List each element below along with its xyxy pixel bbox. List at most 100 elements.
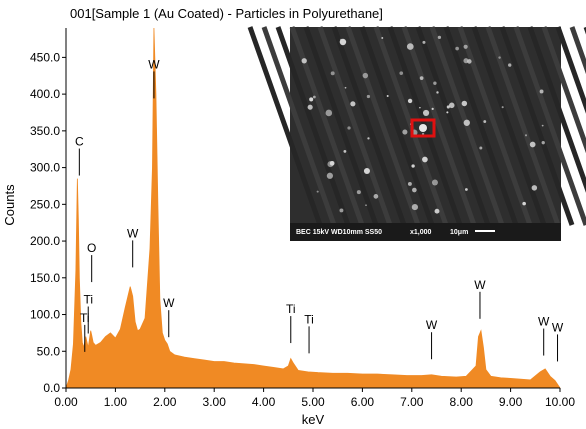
sem-particle: [399, 71, 404, 75]
sem-texture-streak: [359, 26, 435, 226]
sem-particle: [463, 119, 470, 126]
sem-particle: [325, 109, 333, 117]
sem-particle: [461, 100, 468, 107]
sem-texture-streak: [401, 26, 477, 226]
sem-particle: [309, 97, 314, 102]
sem-particle: [464, 188, 468, 191]
y-tick-label: 450.0: [30, 50, 60, 64]
sem-particle: [419, 106, 421, 109]
sem-texture-streak: [569, 26, 586, 75]
sem-texture-streak: [247, 26, 323, 226]
sem-particle: [539, 89, 544, 94]
sem-particle: [524, 134, 528, 137]
sem-texture-streak: [429, 26, 505, 226]
tick-labels: 0.00 1.00 2.00 3.00 4.00 5.00 6.00 7.00 8.00 9.00…: [30, 50, 575, 409]
y-tick-label: 0.0: [43, 381, 60, 395]
sem-texture-streak: [331, 26, 407, 226]
sem-particle: [301, 58, 307, 64]
sem-particle: [363, 167, 370, 175]
sem-particle: [366, 94, 371, 99]
spectrum-area: [65, 27, 561, 389]
sem-particle: [436, 91, 439, 94]
peak-label: W: [148, 57, 160, 71]
sem-particle: [434, 208, 440, 214]
sem-particle: [307, 104, 313, 110]
sem-particle: [326, 172, 334, 179]
sem-particle: [455, 46, 459, 51]
sem-particle: [437, 35, 442, 39]
y-tick-label: 300.0: [30, 161, 60, 175]
sem-caption-magnification: x1,000: [410, 229, 432, 236]
sem-texture-streak: [485, 26, 561, 226]
sem-particle: [411, 203, 419, 211]
sem-particle: [483, 120, 487, 123]
sem-texture-streak: [499, 26, 575, 226]
sem-texture-streak: [555, 26, 586, 114]
sem-texture-streak: [261, 26, 337, 226]
sem-particle: [431, 179, 438, 186]
sem-caption-conditions: BEC 15kV WD10mm SS50: [296, 229, 382, 236]
y-tick-label: 400.0: [30, 87, 60, 101]
sem-texture-streak: [303, 26, 379, 226]
sem-particle: [312, 95, 316, 99]
peak-label: W: [552, 320, 564, 334]
sem-selected-particle: [419, 124, 427, 132]
chart-title: 001[Sample 1 (Au Coated) - Particles in …: [70, 6, 383, 21]
x-tick-label: 3.00: [203, 395, 227, 409]
sem-particle: [386, 95, 389, 98]
sem-particle: [448, 102, 455, 109]
x-tick-label: 7.00: [400, 395, 424, 409]
sem-particle: [350, 101, 356, 107]
sem-particle: [541, 140, 545, 145]
sem-particle: [412, 187, 417, 193]
sem-particle: [508, 63, 512, 67]
sem-particle: [343, 149, 347, 153]
sem-particle: [433, 81, 437, 85]
sem-particle: [411, 164, 415, 168]
sem-particle: [330, 71, 335, 76]
x-tick-label: 8.00: [450, 395, 474, 409]
sem-inset-image: BEC 15kV WD10mm SS50 x1,000 10μm: [247, 26, 586, 241]
peak-label: W: [538, 315, 550, 329]
sem-particle: [365, 204, 367, 206]
sem-particle: [367, 137, 370, 140]
x-tick-label: 9.00: [499, 395, 523, 409]
sem-texture-streak: [415, 26, 491, 226]
x-tick-label: 1.00: [104, 395, 128, 409]
sem-particle: [501, 106, 504, 109]
peak-label: O: [87, 241, 96, 255]
y-tick-label: 250.0: [30, 197, 60, 211]
peak-label: Ti: [304, 312, 314, 326]
sem-particle: [402, 129, 408, 135]
peak-label: W: [127, 226, 139, 240]
sem-particle: [339, 208, 344, 213]
peak-label: W: [426, 318, 438, 332]
sem-particle: [446, 111, 449, 114]
sem-particle: [479, 146, 483, 150]
sem-particle: [329, 160, 335, 166]
sem-particle: [529, 141, 536, 148]
x-tick-label: 0.00: [54, 395, 78, 409]
sem-particle: [531, 185, 538, 191]
sem-particle: [316, 190, 319, 193]
sem-particle: [431, 107, 434, 110]
sem-particle: [339, 38, 343, 41]
sem-particle: [406, 43, 414, 50]
y-axis-label: Counts: [2, 184, 17, 226]
sem-texture-streak: [541, 26, 586, 154]
y-tick-label: 100.0: [30, 308, 60, 322]
x-tick-label: 2.00: [153, 395, 177, 409]
sem-particle: [463, 58, 469, 64]
peak-label: Ti: [80, 311, 90, 325]
sem-particle: [407, 181, 412, 186]
sem-texture-streak: [471, 26, 547, 226]
sem-texture-streak: [345, 26, 421, 226]
sem-particle: [344, 86, 347, 89]
sem-texture-streak: [457, 26, 533, 226]
x-tick-label: 4.00: [252, 395, 276, 409]
peak-label: W: [474, 278, 486, 292]
sem-texture-streak: [513, 26, 586, 226]
sem-particle: [446, 105, 450, 109]
